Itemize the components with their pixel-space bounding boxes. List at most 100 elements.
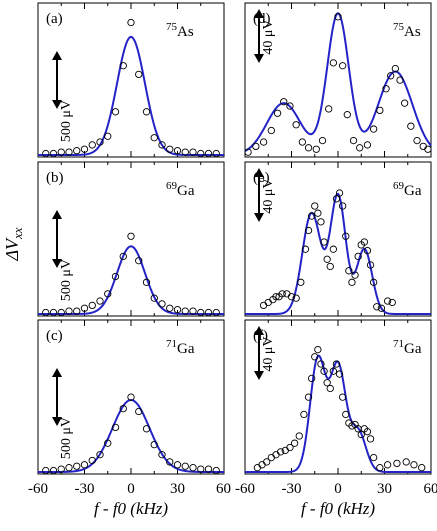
data-point	[189, 464, 197, 472]
data-point	[383, 297, 392, 305]
data-point	[142, 425, 151, 433]
scale-bar-arrowhead-up	[254, 168, 264, 177]
data-point	[158, 300, 166, 308]
scale-bar-arrowhead-down	[52, 259, 62, 268]
data-point	[382, 85, 390, 93]
data-point	[326, 262, 334, 271]
scale-bar-label: 40 μV	[261, 336, 276, 371]
data-point	[57, 148, 65, 156]
data-point	[376, 106, 384, 115]
x-tick-label: -60	[28, 481, 48, 497]
data-point	[320, 238, 328, 246]
x-axis-title: f - f0 (kHz)	[94, 499, 168, 518]
data-point	[345, 267, 353, 275]
x-tick-label: -60	[235, 481, 255, 497]
data-point	[292, 121, 300, 129]
data-point	[258, 461, 266, 469]
data-point	[181, 148, 189, 156]
data-point	[104, 290, 112, 298]
data-point	[197, 308, 205, 317]
data-point	[349, 136, 358, 145]
nucleus-mass-number: 69	[393, 180, 405, 192]
data-point	[387, 72, 395, 80]
data-point	[142, 108, 151, 116]
data-point	[334, 13, 342, 21]
panel-c: (c) 71Ga 500 μV -60 -30 0 30 60 f - f0 (kHz)	[28, 319, 231, 518]
x-axis-title: f - f0 (kHz)	[301, 499, 375, 518]
nucleus-symbol: Ga	[177, 183, 195, 199]
data-point	[42, 308, 50, 317]
data-point	[65, 464, 73, 472]
scale-bar-arrowhead-up	[52, 210, 62, 219]
data-point	[400, 99, 409, 107]
data-point	[119, 62, 127, 70]
data-point	[80, 461, 89, 469]
data-point	[189, 148, 197, 156]
fit-curve	[245, 192, 431, 315]
data-point	[150, 440, 158, 449]
data-point	[173, 306, 182, 314]
data-point	[314, 209, 322, 217]
data-point	[363, 428, 372, 436]
data-point	[360, 238, 368, 246]
data-point	[65, 307, 73, 315]
data-point	[276, 448, 285, 456]
data-point	[253, 464, 262, 472]
y-axis-title-subscript: xx	[10, 227, 25, 240]
data-point	[283, 290, 291, 298]
panel-label: (c)	[46, 328, 63, 344]
data-point	[197, 149, 205, 158]
nucleus-label: 75As	[166, 21, 194, 40]
scale-bar-arrowhead-down	[254, 213, 264, 222]
x-tick-label: 60	[424, 481, 437, 497]
data-point	[286, 443, 294, 452]
data-point	[312, 145, 320, 153]
data-point	[363, 141, 372, 149]
data-point	[388, 298, 396, 307]
data-point	[57, 308, 65, 317]
data-point	[366, 435, 375, 443]
data-point	[369, 125, 378, 133]
data-point	[402, 458, 410, 466]
data-point	[204, 308, 213, 317]
panel-label: (a)	[46, 11, 63, 27]
data-point	[338, 62, 347, 70]
x-tick-label: -30	[75, 481, 95, 497]
data-point	[104, 439, 112, 447]
data-point	[278, 290, 286, 298]
scale-bar-label: 40 μV	[261, 19, 276, 54]
fit-curve	[245, 354, 431, 473]
data-point	[391, 64, 399, 73]
data-point	[354, 252, 362, 261]
data-point	[166, 304, 174, 312]
data-point	[181, 462, 189, 470]
data-point	[150, 294, 158, 302]
nucleus-label: 69Ga	[393, 180, 422, 199]
data-point	[287, 293, 296, 301]
panel-a: (a) 75As 500 μV	[37, 2, 225, 158]
data-point	[244, 148, 252, 156]
data-point	[323, 255, 331, 263]
data-point	[366, 261, 375, 269]
scale-bar-label: 500 μV	[59, 100, 74, 142]
data-point	[314, 345, 322, 354]
data-point	[373, 303, 381, 311]
data-point	[259, 138, 268, 146]
data-point	[73, 147, 81, 155]
data-point	[267, 453, 275, 462]
data-point	[369, 453, 378, 462]
data-point	[410, 461, 418, 469]
data-point	[127, 393, 135, 401]
data-point	[96, 451, 104, 459]
data-point	[259, 301, 268, 310]
data-point	[166, 458, 174, 466]
data-point	[335, 189, 344, 197]
nucleus-label: 71Ga	[393, 338, 422, 357]
data-point	[96, 297, 104, 305]
data-point	[329, 59, 337, 67]
data-point	[376, 464, 384, 472]
data-point	[377, 304, 386, 312]
data-point	[142, 278, 151, 286]
data-point	[212, 308, 220, 317]
